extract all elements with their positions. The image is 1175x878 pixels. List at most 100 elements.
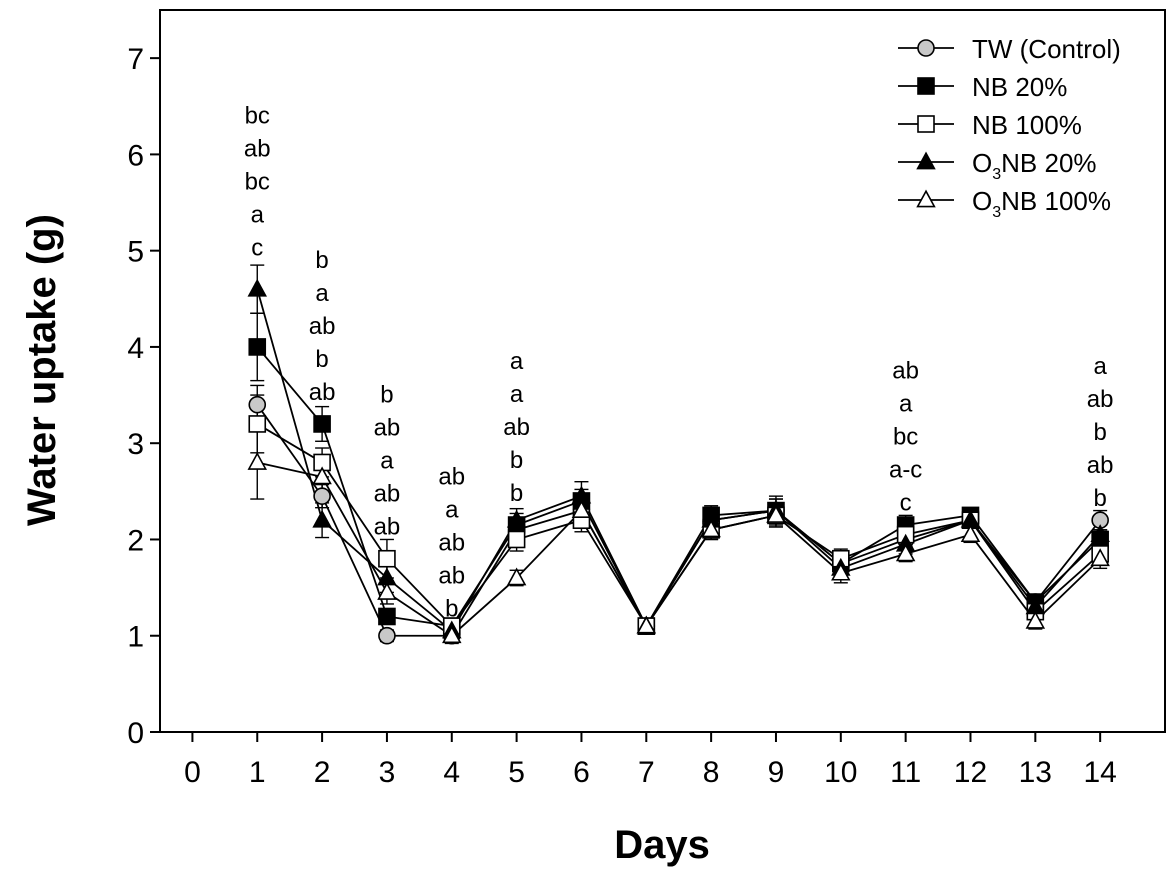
significance-letter: ab (892, 358, 919, 385)
significance-group: bc ab bc ac (244, 102, 271, 261)
series-4-point (571, 500, 592, 518)
significance-group: ab a ab ab b (438, 463, 465, 622)
series-2-point (378, 549, 396, 568)
significance-letter: a (1093, 353, 1107, 380)
series-4-point (1090, 548, 1110, 567)
significance-letter: b (1093, 419, 1106, 446)
significance-letter: a (315, 280, 329, 307)
legend-marker (916, 151, 936, 170)
x-tick-label: 10 (824, 756, 857, 789)
y-axis-title: Water uptake (g) (20, 214, 64, 526)
series-4-point (247, 451, 268, 470)
significance-letter: bc (893, 424, 918, 451)
series-0-point (313, 487, 331, 505)
series-4-point (1025, 610, 1046, 629)
series-lines (256, 288, 1101, 637)
significance-letter: ab (309, 379, 336, 406)
significance-letter: ab (374, 481, 401, 508)
x-tick-label: 0 (184, 756, 201, 789)
significance-letter: c (251, 234, 263, 261)
series-1-point (313, 415, 331, 433)
series-4-point (831, 562, 851, 581)
series-4-point (442, 625, 462, 644)
series-0-point (248, 395, 267, 414)
series-4-point (506, 567, 527, 586)
x-tick-label: 3 (379, 756, 396, 789)
significance-letter: ab (438, 529, 465, 556)
series-4-point (377, 581, 397, 600)
series-4-point (312, 466, 332, 485)
data-markers (247, 278, 1110, 645)
series-3-point (312, 509, 332, 528)
significance-letter: b (445, 595, 458, 622)
legend-label: O3NB 100% (972, 186, 1111, 221)
significance-group: a ab b ab b (1087, 353, 1114, 512)
significance-letter: ab (1087, 386, 1114, 413)
significance-letter: a (380, 448, 394, 475)
legend-entry: O3NB 20% (898, 148, 1097, 183)
series-1-line (256, 346, 1101, 628)
series-2-point (507, 530, 526, 549)
series-4-point (766, 504, 786, 523)
x-tick-label: 14 (1083, 756, 1116, 789)
significance-letter: ab (374, 514, 401, 541)
series-3-point (247, 278, 268, 297)
series-4-point (895, 543, 916, 562)
series-3-point (506, 509, 527, 528)
significance-letter: ab (503, 414, 530, 441)
significance-letter: bc (245, 102, 270, 129)
series-1-point (248, 338, 267, 356)
legend: TW (Control) NB 20% NB 100% O3NB 20%O3NB 10… (898, 34, 1121, 221)
x-tick-label: 6 (573, 756, 590, 789)
legend-entry: NB 100% (898, 110, 1082, 140)
series-4-line (257, 461, 1101, 637)
significance-letter: b (510, 480, 523, 507)
significance-letter: bc (245, 168, 270, 195)
y-tick-label: 0 (127, 717, 144, 750)
significance-group: ab a bc a-c c (889, 358, 922, 517)
legend-label: NB 100% (972, 110, 1082, 140)
series-1-point (378, 607, 396, 626)
series-4-point (636, 615, 657, 634)
y-tick-label: 5 (127, 236, 144, 269)
x-tick-label: 4 (443, 756, 460, 789)
significance-letter: ab (438, 562, 465, 589)
legend-label: O3NB 20% (972, 148, 1097, 183)
significance-group: b ab a ab ab (374, 382, 401, 541)
y-tick-label: 4 (127, 332, 144, 365)
x-tick-label: 7 (638, 756, 655, 789)
significance-letter: b (510, 447, 523, 474)
series-2-point (248, 415, 267, 433)
legend-marker (917, 115, 935, 133)
x-tick-label: 2 (314, 756, 331, 789)
series-4-point (701, 519, 721, 538)
significance-letter: a (510, 381, 524, 408)
significance-letter: a (899, 391, 913, 418)
significance-letter: ab (1087, 452, 1114, 479)
significance-letter: b (1093, 485, 1106, 512)
significance-letter: b (315, 247, 328, 274)
y-tick-label: 2 (127, 524, 144, 557)
x-tick-label: 1 (249, 756, 266, 789)
y-tick-label: 1 (127, 621, 144, 654)
x-axis-title: Days (614, 823, 710, 867)
significance-letter: b (315, 346, 328, 373)
plot-frame (159, 9, 1166, 733)
legend-marker (917, 39, 935, 57)
significance-letter: a (251, 201, 265, 228)
series-4-point (960, 524, 981, 543)
x-tick-label: 9 (768, 756, 785, 789)
significance-letter: ab (438, 463, 465, 490)
legend-label: NB 20% (972, 72, 1067, 102)
significance-letter: a (510, 348, 524, 375)
series-3-line (256, 288, 1101, 633)
significance-group: aa ab bb (503, 348, 530, 507)
x-tick-label: 11 (890, 756, 921, 789)
series-0-point (378, 626, 396, 645)
x-tick-label: 13 (1019, 756, 1052, 789)
legend-entry: NB 20% (898, 72, 1067, 102)
